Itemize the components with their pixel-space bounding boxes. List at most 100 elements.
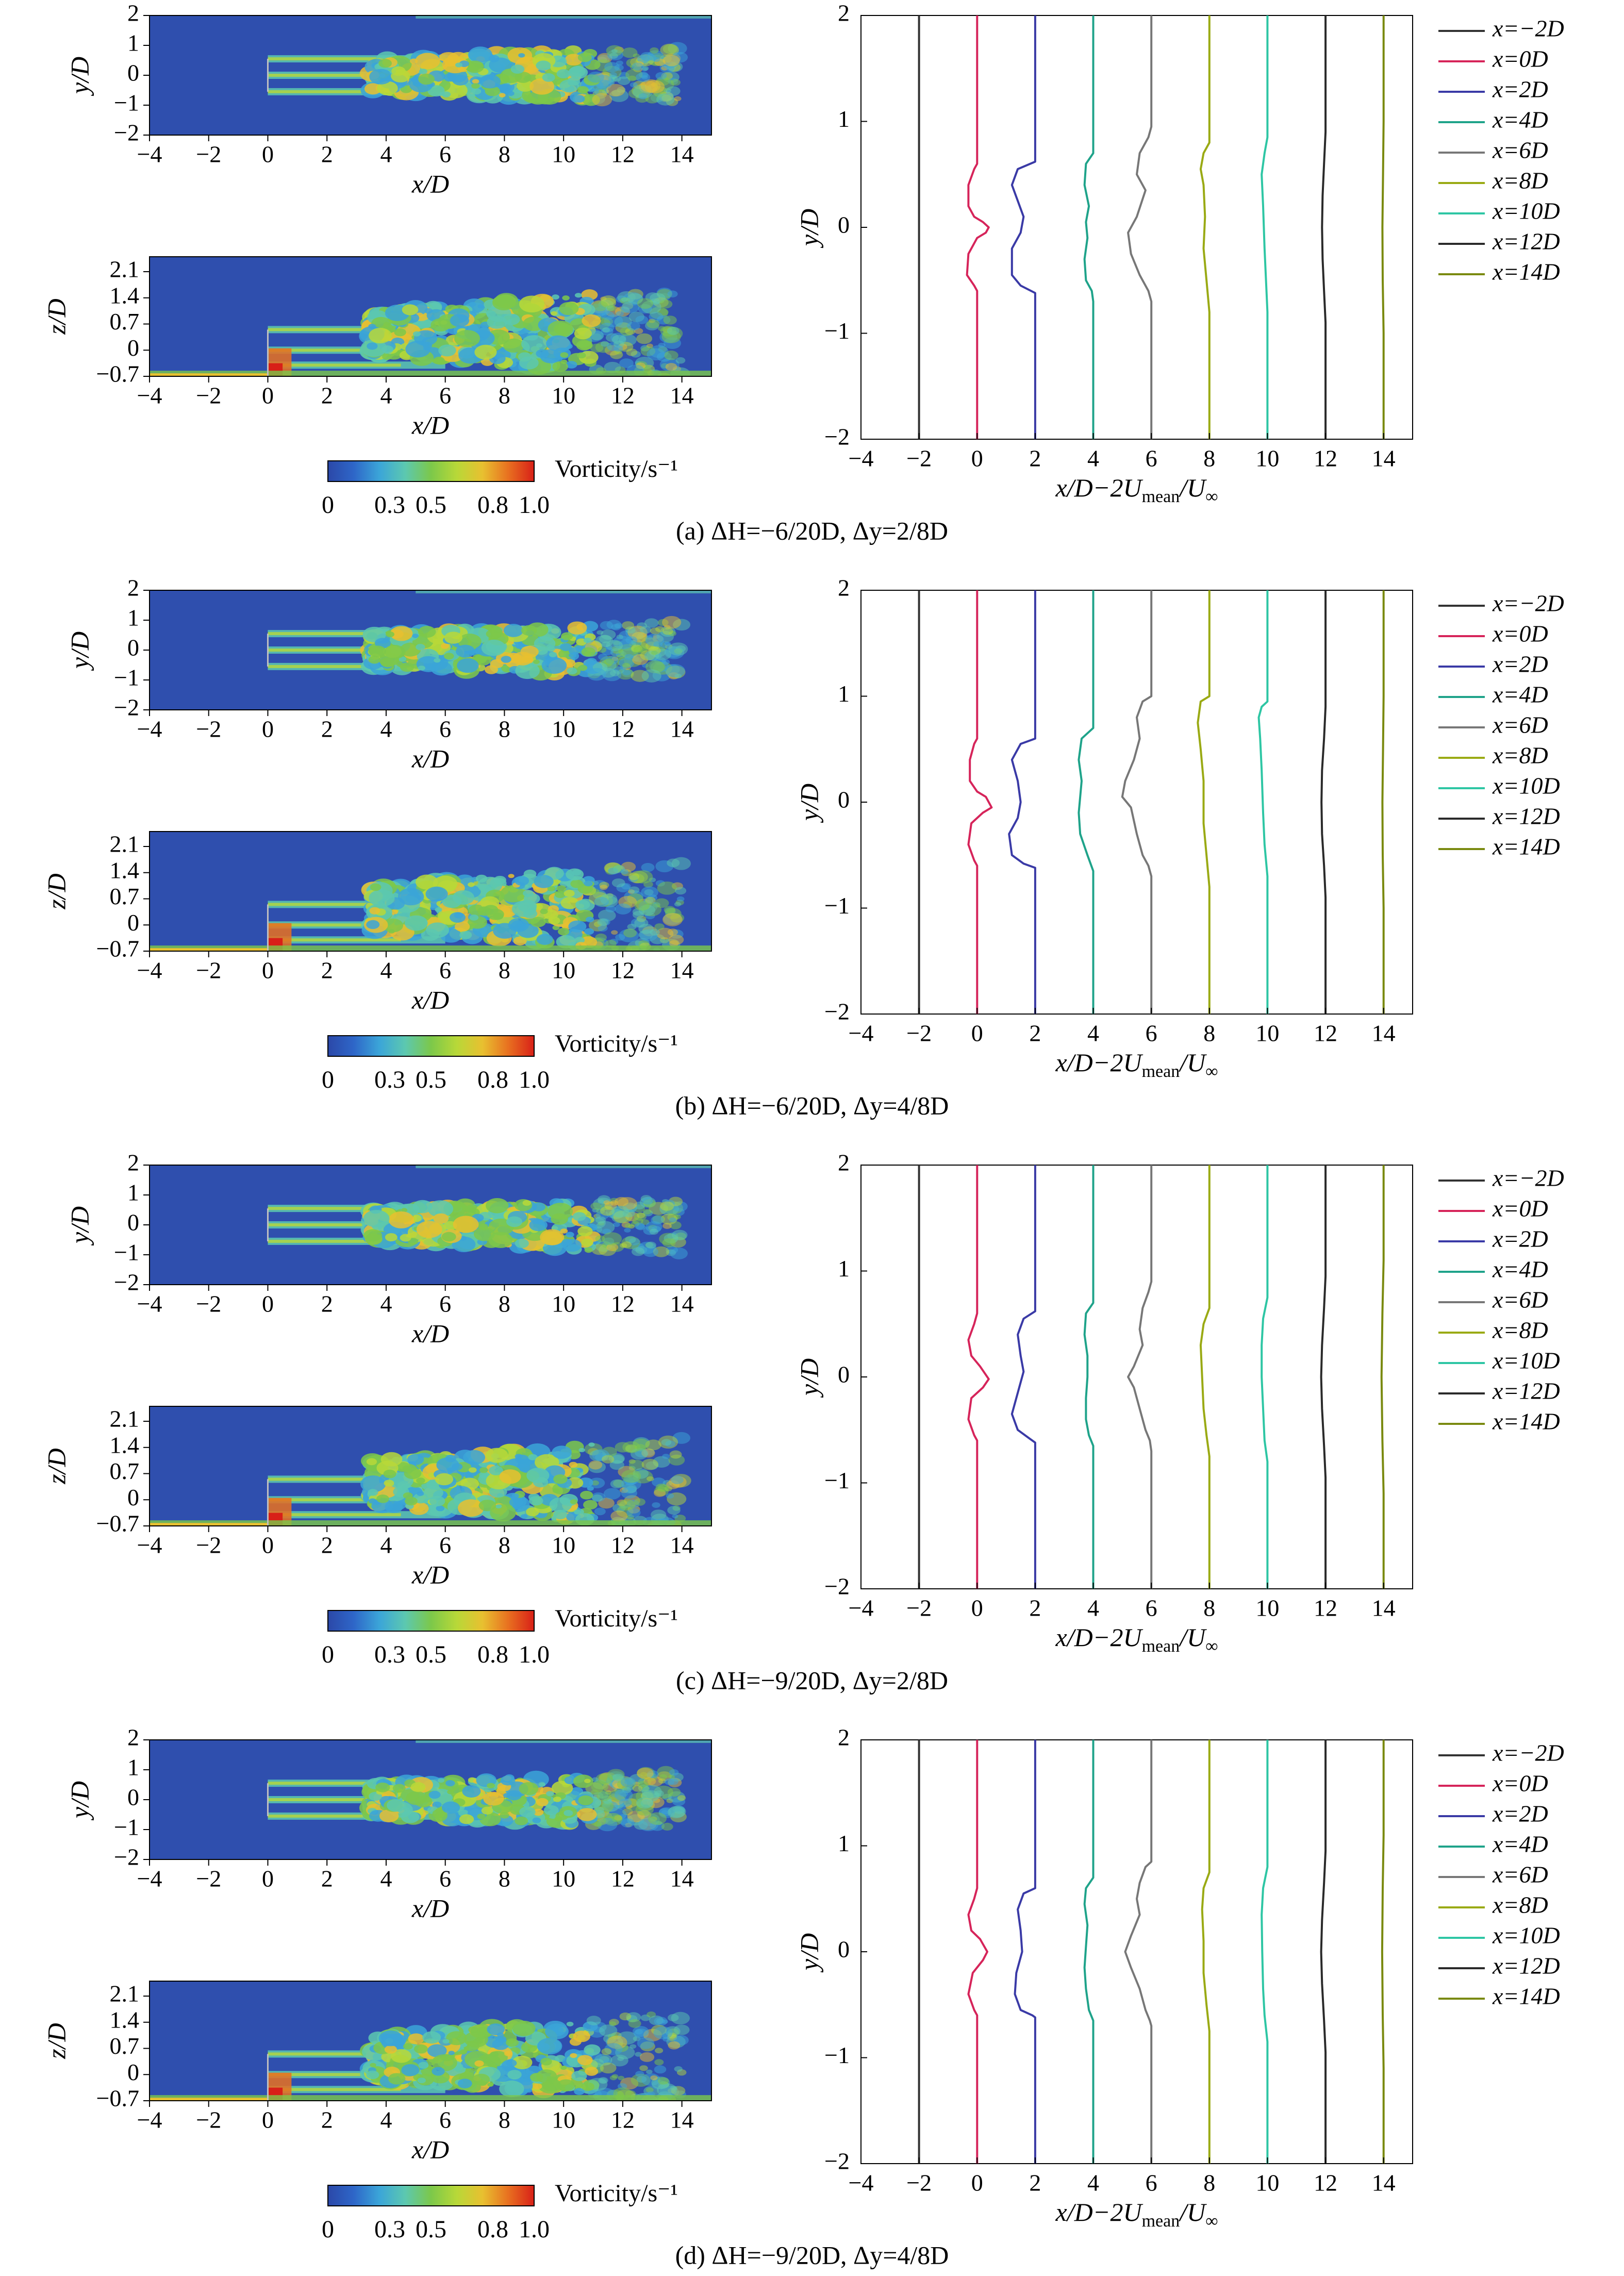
vorticity-blob [621, 1469, 641, 1483]
x-tick-label: 6 [439, 1291, 451, 1317]
vorticity-blob [649, 1228, 658, 1235]
x-tick-label: 2 [321, 141, 333, 168]
x-tick-label: 6 [1146, 1020, 1157, 1046]
vorticity-blob [381, 345, 394, 354]
vorticity-blob [394, 328, 406, 337]
vorticity-blob [380, 657, 395, 668]
vorticity-blob [617, 76, 631, 85]
contour-field [267, 1740, 711, 1832]
x-tick-label: 4 [1087, 2170, 1099, 2196]
vorticity-blob [564, 889, 575, 897]
x-axis-label-part: x/D−2U [1055, 1623, 1144, 1652]
vorticity-blob [369, 907, 380, 915]
legend-label: x=6D [1492, 1862, 1548, 1888]
series-line-x6D [1124, 1740, 1153, 2164]
vorticity-blob [635, 72, 651, 82]
vorticity-blob [619, 2012, 632, 2021]
vorticity-blob [567, 667, 577, 675]
y-tick-label: −2 [114, 1269, 139, 1295]
vorticity-blob [581, 1238, 593, 1247]
vorticity-blob [620, 869, 628, 875]
series-line-x0D [966, 15, 990, 439]
vorticity-blob [496, 2032, 504, 2037]
vorticity-blob [568, 920, 587, 933]
vorticity-blob [495, 1504, 502, 1509]
x-tick-label: −4 [137, 716, 162, 742]
x-tick-label: 14 [1372, 445, 1396, 472]
x-tick-label: 8 [499, 957, 510, 984]
legend-label: x=6D [1492, 712, 1548, 738]
vorticity-blob [548, 1203, 573, 1220]
x-tick-label: 2 [321, 1532, 333, 1558]
vorticity-blob [618, 1499, 636, 1511]
vorticity-blob [577, 1226, 593, 1237]
vorticity-blob [537, 2038, 562, 2055]
vorticity-blob [500, 1812, 509, 1819]
vorticity-blob [662, 55, 680, 67]
x-tick-label: 10 [1255, 2170, 1279, 2196]
vorticity-blob [533, 2083, 542, 2090]
vorticity-blob [628, 1459, 644, 1470]
vorticity-blob [506, 1790, 522, 1801]
profile-frame [860, 15, 1413, 440]
vorticity-blob [508, 874, 515, 878]
vorticity-blob [455, 62, 463, 68]
vorticity-blob [645, 1221, 662, 1233]
colorbar-tick-label: 0.8 [477, 1066, 508, 1093]
vorticity-blob [536, 60, 551, 71]
vorticity-blob [514, 648, 521, 653]
vorticity-blob [598, 925, 608, 932]
y-tick-label: 0 [838, 787, 850, 813]
vorticity-blob [584, 2044, 601, 2056]
vorticity-blob [583, 1500, 598, 1510]
vorticity-blob [651, 1509, 667, 1520]
vorticity-blob [377, 81, 398, 95]
vorticity-blob [457, 658, 479, 673]
y-axis-label: y/D [65, 632, 94, 671]
legend-label: x=12D [1492, 803, 1560, 829]
vorticity-blob [615, 903, 632, 915]
vorticity-blob [637, 298, 654, 309]
x-tick-label: 6 [439, 141, 451, 168]
x-tick-label: 6 [439, 383, 451, 409]
y-tick-label: 0 [838, 1936, 850, 1963]
vorticity-blob [600, 341, 609, 347]
vorticity-blob [366, 1458, 377, 1466]
vorticity-blob [567, 77, 581, 86]
vorticity-blob [620, 1777, 636, 1787]
vorticity-blob [481, 1806, 493, 1815]
vorticity-blob [663, 315, 677, 325]
legend-label: x=−2D [1492, 590, 1564, 617]
series-line-x4D [1083, 15, 1095, 439]
x-tick-label: 4 [1087, 1020, 1099, 1046]
y-tick-label: 0.7 [110, 1458, 140, 1484]
vorticity-blob [621, 1487, 638, 1499]
x-tick-label: 2 [321, 1291, 333, 1317]
x-tick-label: −4 [849, 1595, 874, 1621]
vorticity-blob [644, 618, 659, 628]
vorticity-blob [435, 907, 442, 912]
panel-caption: (b) ΔH=−6/20D, Δy=4/8D [675, 1091, 949, 1120]
vorticity-blob [575, 900, 590, 910]
vorticity-blob [605, 905, 616, 912]
legend-label: x=4D [1492, 1831, 1548, 1857]
legend-label: x=8D [1492, 168, 1548, 194]
x-tick-label: 12 [611, 2107, 635, 2133]
vorticity-blob [611, 930, 618, 935]
vorticity-blob [390, 629, 404, 639]
vorticity-blob [662, 627, 673, 635]
vorticity-blob [591, 1789, 599, 1795]
vorticity-blob [403, 2043, 413, 2050]
vorticity-blob [566, 361, 577, 369]
vorticity-blob [523, 890, 534, 898]
vorticity-blob [410, 58, 418, 64]
vorticity-blob [622, 621, 635, 630]
vorticity-blob [560, 1228, 568, 1234]
x-tick-label: 10 [552, 1291, 575, 1317]
panel-caption: (c) ΔH=−9/20D, Δy=2/8D [676, 1666, 948, 1694]
x-axis-label-part: x/D−2U [1055, 1048, 1144, 1077]
y-tick-label: 0 [127, 1784, 139, 1810]
vorticity-blob [418, 2062, 429, 2069]
x-tick-label: 14 [670, 141, 694, 168]
vorticity-blob [553, 1797, 561, 1802]
